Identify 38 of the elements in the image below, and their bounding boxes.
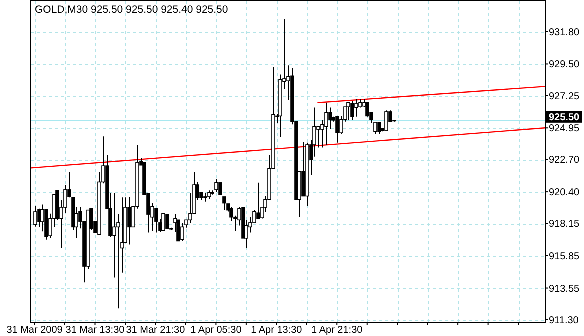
candlestick: [378, 122, 382, 135]
candlestick: [366, 102, 370, 118]
candlestick: [316, 126, 320, 148]
candlestick: [218, 182, 222, 196]
candlestick: [162, 213, 166, 232]
candlestick: [324, 102, 328, 146]
candlestick: [222, 196, 226, 211]
candlestick: [180, 222, 184, 242]
chart-title: GOLD,M30 925.50 925.50 925.40 925.50: [35, 4, 228, 16]
x-tick-label: 31 Mar 21:30: [126, 325, 186, 336]
y-tick-label: 931.80: [549, 27, 580, 38]
x-tick-label: 1 Apr 13:30: [251, 325, 303, 336]
candlestick: [384, 110, 388, 132]
y-tick-label: 911.30: [549, 315, 580, 326]
x-tick-label: 1 Apr 21:30: [312, 325, 364, 336]
y-tick-label: 915.85: [549, 251, 580, 262]
candlestick: [214, 178, 218, 193]
candlestick: [374, 122, 378, 135]
candlestick: [166, 214, 170, 229]
y-tick-label: 924.95: [549, 124, 580, 135]
candlestick: [256, 182, 260, 220]
y-tick-label: 927.25: [549, 91, 580, 102]
y-tick-label: 913.55: [549, 284, 580, 295]
x-tick-label: 31 Mar 2009: [6, 325, 64, 336]
y-tick-label: 918.15: [549, 219, 580, 230]
y-tick-label: 920.40: [549, 188, 580, 199]
ref-line-label: 925.50: [549, 112, 580, 124]
candlestick: [328, 107, 332, 130]
candlestick: [354, 98, 358, 118]
candlestick: [128, 196, 132, 246]
candlestick: [346, 102, 350, 121]
candlestick: [350, 100, 354, 121]
x-tick-label: 1 Apr 05:30: [190, 325, 242, 336]
y-tick-label: 922.70: [549, 155, 580, 166]
x-tick-label: 31 Mar 13:30: [66, 325, 126, 336]
candlestick: [336, 116, 340, 144]
candlestick: [34, 205, 38, 228]
y-tick-label: 929.50: [549, 60, 580, 71]
